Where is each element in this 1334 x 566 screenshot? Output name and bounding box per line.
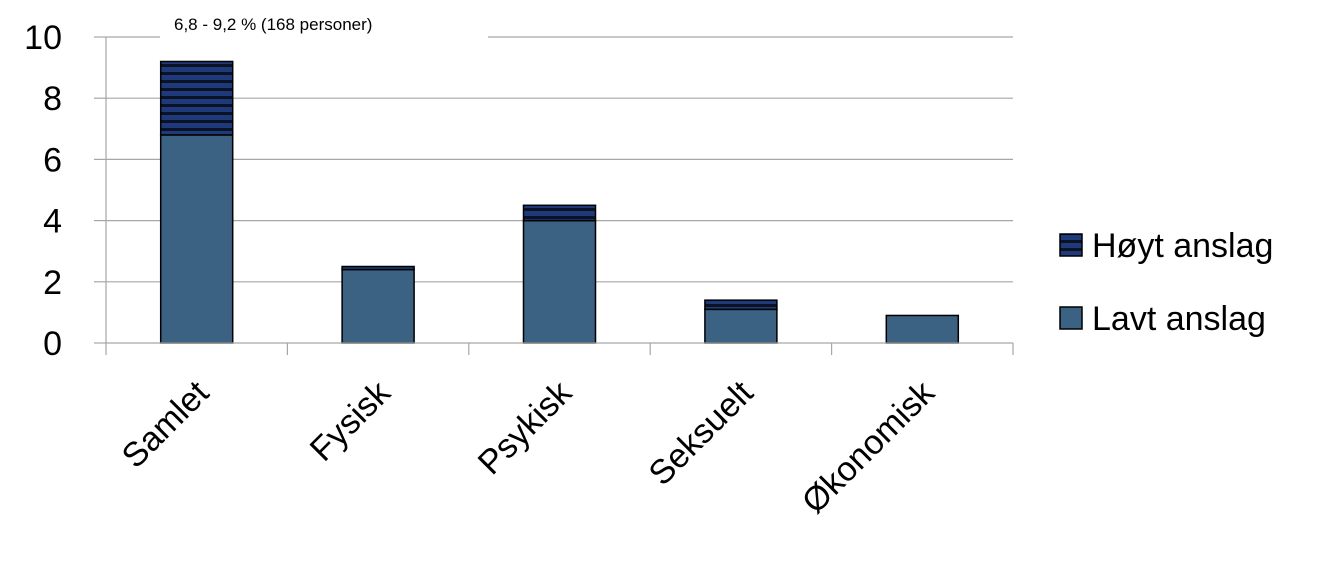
annotations: 6,8 - 9,2 % (168 personer)	[160, 8, 488, 38]
bar-hoyt-2	[522, 204, 597, 222]
legend-swatch	[1059, 233, 1083, 257]
x-tick-label: Fysisk	[303, 373, 399, 469]
y-tick-label: 6	[43, 141, 62, 179]
bar-lavt-0	[159, 134, 234, 344]
bars	[159, 60, 960, 344]
bar-lavt-4	[885, 314, 960, 344]
y-tick-label: 2	[43, 264, 62, 302]
bar-hoyt-3	[704, 299, 778, 311]
legend-label: Lavt anslag	[1092, 300, 1266, 338]
y-tick-labels: 0 2 4 6 8 10	[24, 19, 62, 363]
axes	[105, 37, 1014, 355]
y-tick-label: 8	[43, 80, 62, 118]
bar-lavt-3	[704, 308, 778, 344]
bar-hoyt-0	[159, 60, 234, 136]
x-tick-labels: Samlet Fysisk Psykisk Seksuelt Økonomisk	[115, 373, 943, 521]
x-tick-label: Seksuelt	[641, 373, 760, 492]
y-tick-label: 4	[43, 203, 62, 241]
legend-swatch	[1059, 306, 1083, 330]
annotation-label: 6,8 - 9,2 % (168 personer)	[174, 15, 372, 34]
bar-hoyt-1	[341, 265, 415, 271]
bar-lavt-2	[522, 219, 597, 344]
bar-lavt-1	[341, 268, 415, 344]
y-tick-label: 10	[24, 19, 62, 57]
x-tick-label: Økonomisk	[795, 373, 943, 521]
legend: Høyt anslag Lavt anslag	[1059, 227, 1273, 338]
x-tick-label: Samlet	[115, 373, 217, 475]
y-tick-label: 0	[43, 325, 62, 363]
legend-label: Høyt anslag	[1092, 227, 1273, 265]
x-tick-label: Psykisk	[471, 373, 580, 482]
